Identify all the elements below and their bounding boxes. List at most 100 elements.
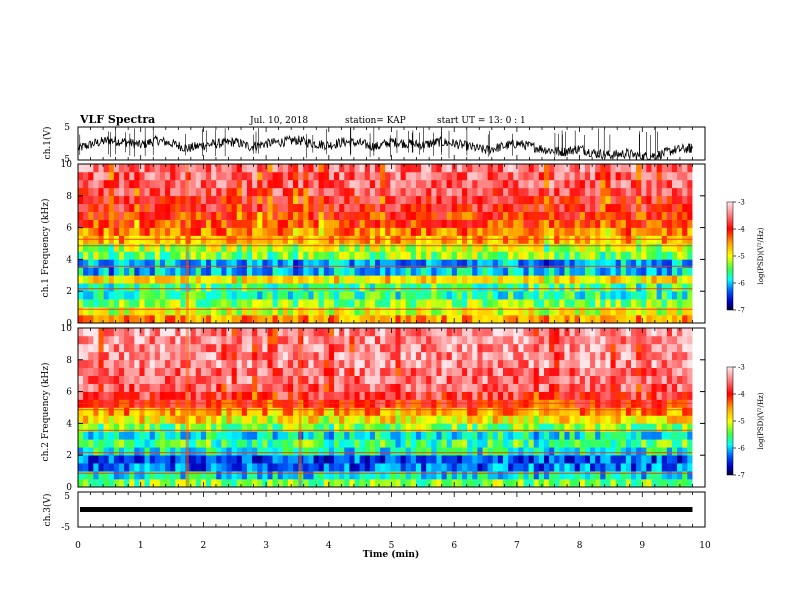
spectrogram-cell: [287, 283, 294, 292]
spectrogram-cell: [200, 383, 207, 392]
spectrogram-cell: [482, 431, 488, 440]
spectrogram-cell: [400, 463, 407, 472]
spectrogram-cell: [165, 351, 171, 361]
spectrogram-cell: [349, 219, 355, 228]
spectrogram-cell: [559, 407, 565, 416]
spectrogram-cell: [83, 463, 89, 472]
spectrogram-cell: [124, 463, 130, 472]
spectrogram-cell: [78, 463, 84, 472]
spectrogram-cell: [98, 203, 104, 212]
spectrogram-cell: [139, 283, 145, 292]
spectrogram-cell: [641, 431, 647, 440]
spectrogram-cell: [134, 447, 140, 456]
spectrogram-cell: [405, 195, 412, 205]
spectrogram-cell: [159, 479, 166, 488]
spectrogram-cell: [359, 283, 366, 292]
spectrogram-cell: [569, 211, 575, 220]
spectrogram-cell: [579, 375, 586, 384]
spectrogram-cell: [421, 375, 427, 384]
spectrogram-cell: [149, 315, 156, 324]
spectrogram-cell: [364, 211, 371, 220]
spectrogram-cell: [482, 243, 488, 252]
spectrogram-cell: [472, 431, 478, 440]
spectrogram-cell: [625, 383, 632, 392]
spectrogram-cell: [431, 391, 437, 400]
spectrogram-cell: [129, 211, 135, 220]
spectrogram-cell: [129, 407, 135, 416]
spectrogram-cell: [600, 211, 606, 220]
spectrogram-cell: [533, 375, 540, 384]
spectrogram-cell: [666, 203, 673, 212]
spectrogram-cell: [590, 479, 596, 488]
spectrogram-cell: [149, 243, 156, 252]
spectrogram-cell: [236, 243, 243, 252]
spectrogram-cell: [687, 375, 693, 384]
spectrogram-cell: [584, 359, 591, 369]
spectrogram-cell: [195, 211, 202, 220]
spectrogram-cell: [446, 431, 453, 440]
spectrogram-cell: [308, 275, 314, 284]
spectrogram-cell: [277, 283, 284, 292]
spectrogram-cell: [282, 267, 289, 276]
spectrogram-cell: [246, 171, 253, 181]
spectrogram-cell: [154, 227, 161, 236]
spectrogram-cell: [410, 335, 417, 345]
spectrogram-cell: [221, 439, 227, 448]
spectrogram-cell: [456, 391, 463, 400]
spectrogram-cell: [523, 439, 529, 448]
spectrogram-cell: [221, 351, 227, 361]
spectrogram-cell: [93, 359, 99, 369]
spectrogram-cell: [477, 243, 483, 252]
spectrogram-cell: [354, 299, 360, 308]
spectrogram-cell: [200, 335, 207, 345]
spectrogram-cell: [400, 299, 407, 308]
spectrogram-cell: [446, 315, 453, 324]
spectrogram-cell: [436, 439, 442, 448]
spectrogram-cell: [364, 164, 371, 173]
spectrogram-cell: [620, 203, 627, 212]
spectrogram-cell: [113, 164, 120, 173]
spectrogram-cell: [446, 227, 453, 236]
spectrogram-cell: [595, 315, 601, 324]
spectrogram-cell: [83, 391, 89, 400]
spectrogram-cell: [374, 431, 381, 440]
spectrogram-cell: [564, 227, 570, 236]
spectrogram-cell: [118, 307, 125, 316]
spectrogram-cell: [677, 315, 683, 324]
spectrogram-cell: [569, 164, 575, 173]
spectrogram-cell: [175, 275, 181, 284]
spectrogram-cell: [78, 315, 84, 324]
spectrogram-cell: [661, 447, 668, 456]
spectrogram-cell: [554, 439, 560, 448]
spectrogram-cell: [252, 351, 258, 361]
spectrogram-cell: [503, 203, 509, 212]
spectrogram-cell: [226, 359, 232, 369]
spectrogram-cell: [175, 315, 181, 324]
spectrogram-cell: [313, 219, 319, 228]
spectrogram-cell: [513, 227, 519, 236]
spectrogram-cell: [579, 203, 586, 212]
spectrogram-cell: [149, 455, 156, 464]
spectrogram-cell: [380, 359, 386, 369]
spectrogram-cell: [467, 439, 473, 448]
spectrogram-cell: [380, 328, 386, 337]
spectrogram-cell: [241, 351, 248, 361]
spectrogram-cell: [528, 351, 535, 361]
spectrogram-cell: [625, 259, 632, 268]
spectrogram-cell: [226, 251, 232, 260]
spectrogram-cell: [538, 315, 545, 324]
spectrogram-cell: [651, 375, 657, 384]
spectrogram-cell: [374, 455, 381, 464]
spectrogram-cell: [88, 315, 94, 324]
spectrogram-cell: [508, 367, 514, 376]
spectrogram-cell: [108, 367, 115, 376]
spectrogram-cell: [175, 383, 181, 392]
spectrogram-cell: [246, 243, 253, 252]
spectrogram-cell: [134, 351, 140, 361]
spectrogram-cell: [98, 219, 104, 228]
spectrogram-cell: [339, 407, 345, 416]
spectrogram-cell: [431, 343, 437, 353]
spectrogram-cell: [523, 359, 529, 369]
spectrogram-cell: [620, 455, 627, 464]
spectrogram-cell: [682, 307, 688, 316]
